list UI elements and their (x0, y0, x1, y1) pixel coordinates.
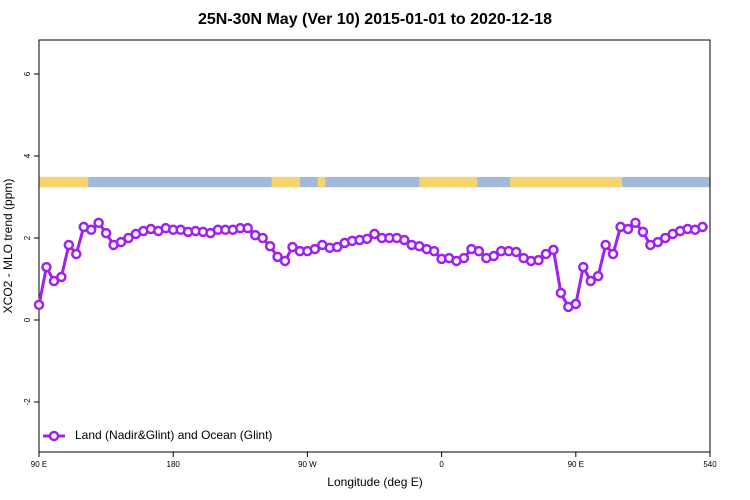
point (548, 244, 559, 256)
point (592, 270, 604, 282)
y-tick-label: 6 (23, 71, 32, 76)
land-segment (317, 176, 326, 188)
point (458, 252, 470, 264)
point (115, 236, 127, 248)
chart-title: 25N-30N May (Ver 10) 2015-01-01 to 2020-… (198, 11, 552, 28)
point (697, 221, 708, 233)
point (257, 232, 268, 244)
y-tick-label: 4 (23, 153, 32, 158)
point (652, 236, 664, 248)
point (71, 248, 82, 260)
point (85, 224, 97, 236)
point (242, 222, 254, 234)
y-tick-label: 0 (23, 317, 32, 322)
y-tick-label: 2 (23, 235, 32, 240)
ocean-band (39, 176, 710, 188)
legend-marker (48, 430, 60, 442)
land-segment (39, 176, 89, 188)
point (570, 298, 582, 310)
x-tick-label: 90 W (298, 460, 317, 469)
point (428, 245, 440, 257)
point (555, 287, 567, 299)
point (622, 223, 634, 235)
point (41, 261, 52, 273)
point (48, 275, 60, 287)
point (510, 246, 522, 258)
point (123, 232, 134, 244)
point (399, 234, 410, 246)
point (287, 241, 298, 253)
point (33, 299, 45, 311)
point (369, 228, 380, 240)
point (660, 232, 671, 244)
x-axis-label: Longitude (deg E) (327, 475, 422, 489)
point (630, 217, 641, 229)
point (607, 248, 619, 260)
point (578, 261, 589, 273)
legend-label: Land (Nadir&Glint) and Ocean (Glint) (75, 428, 272, 442)
y-axis-label: XCO2 - MLO trend (ppm) (1, 179, 15, 314)
x-tick-label: 0 (439, 460, 444, 469)
point (279, 255, 291, 267)
point (309, 243, 321, 255)
point (100, 227, 112, 239)
point (637, 226, 649, 238)
y-tick-label: -2 (23, 398, 32, 406)
plot-frame (38, 39, 711, 453)
point (600, 239, 611, 251)
land-segment (419, 176, 478, 188)
x-tick-label: 90 E (31, 460, 47, 469)
point (488, 250, 500, 262)
point (63, 239, 75, 251)
x-tick-label: 540 (703, 460, 717, 469)
point (331, 241, 343, 253)
point (361, 233, 373, 245)
point (93, 217, 104, 229)
point (264, 240, 276, 252)
x-tick-label: 180 (167, 460, 181, 469)
point (473, 245, 485, 257)
point (56, 271, 67, 283)
point (540, 248, 552, 260)
point (272, 251, 283, 263)
x-tick-label: 90 E (568, 460, 584, 469)
land-segment (271, 176, 300, 188)
point (533, 254, 544, 266)
land-segment (510, 176, 623, 188)
point (585, 275, 596, 287)
